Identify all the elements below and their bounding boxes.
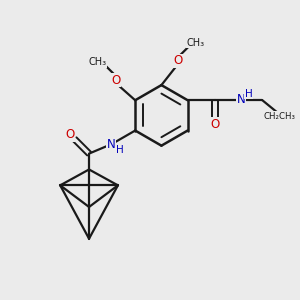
Text: H: H — [245, 89, 253, 99]
Text: O: O — [210, 118, 220, 131]
Text: O: O — [111, 74, 121, 87]
Text: O: O — [65, 128, 75, 141]
Text: N: N — [106, 138, 115, 151]
Text: CH₂CH₃: CH₂CH₃ — [264, 112, 296, 121]
Text: CH₃: CH₃ — [88, 57, 107, 67]
Text: H: H — [116, 145, 124, 155]
Text: CH₃: CH₃ — [186, 38, 205, 48]
Text: O: O — [173, 54, 182, 68]
Text: N: N — [237, 93, 245, 106]
